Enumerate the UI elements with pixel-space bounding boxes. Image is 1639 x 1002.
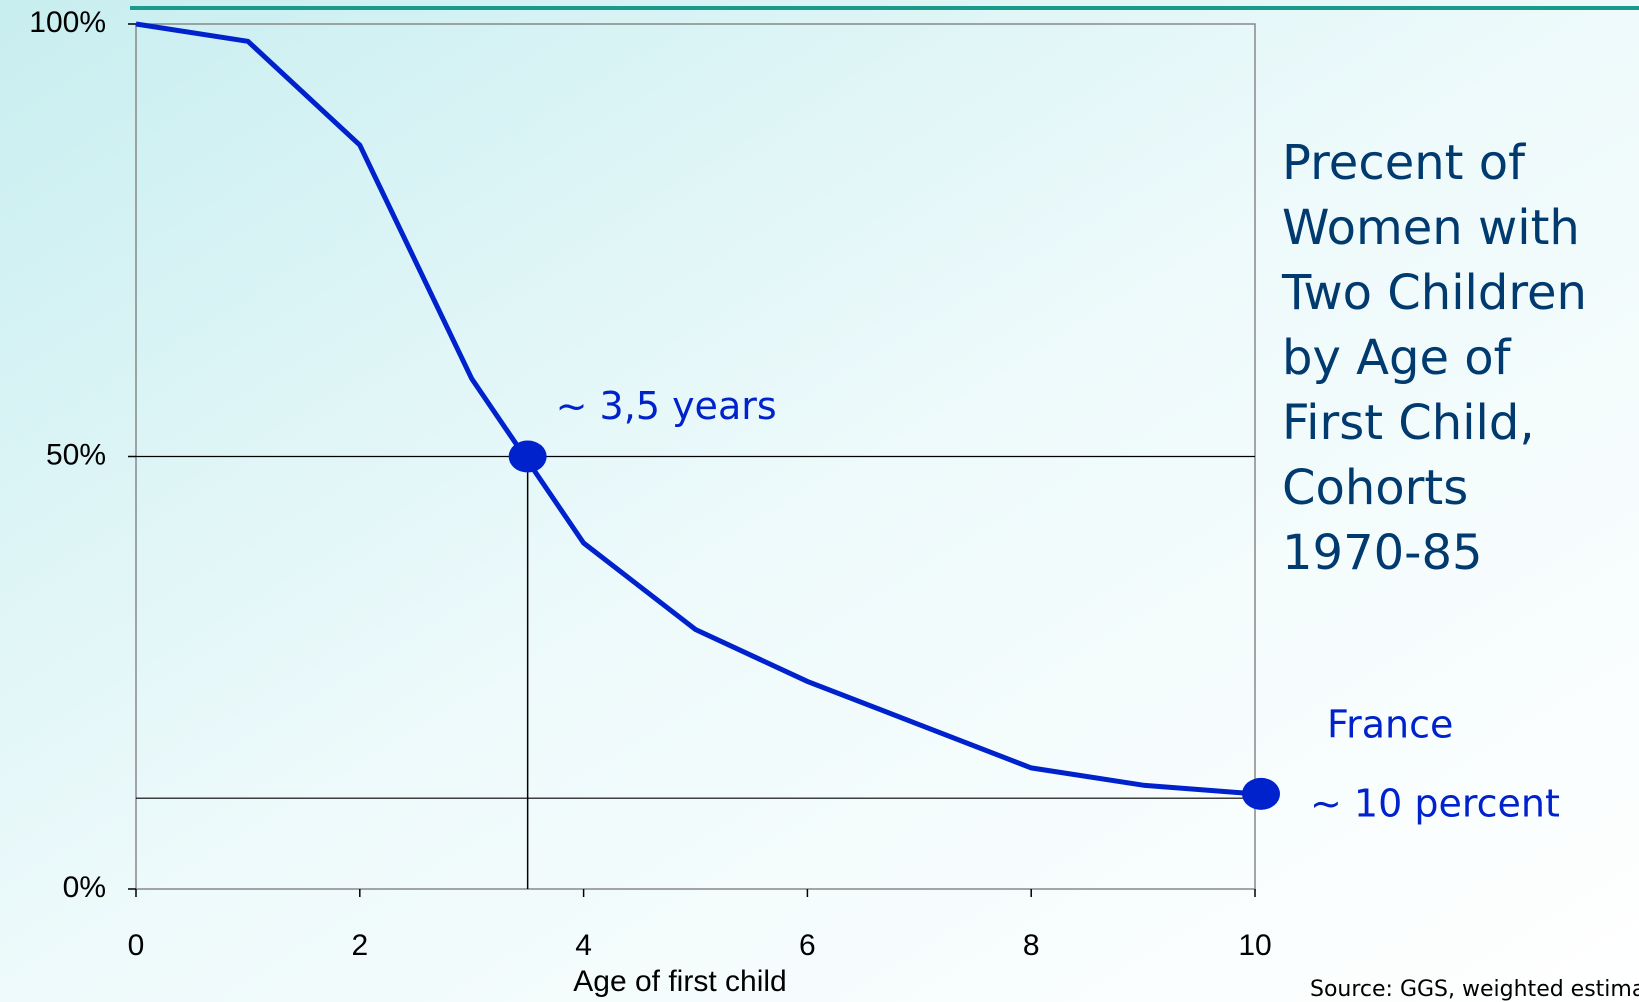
marker-label: ~ 3,5 years — [556, 384, 777, 428]
x-tick-label: 4 — [575, 929, 592, 962]
y-tick-label: 100% — [29, 6, 106, 39]
marker — [1242, 777, 1280, 810]
x-tick-label: 6 — [799, 929, 816, 962]
chart-title: First Child, — [1282, 395, 1535, 451]
x-axis-label: Age of first child — [573, 965, 786, 998]
marker — [508, 440, 547, 473]
series-label: France — [1327, 703, 1453, 747]
chart-title: Two Children — [1281, 265, 1587, 321]
chart-title: 1970-85 — [1282, 525, 1483, 581]
marker-label: ~ 10 percent — [1310, 781, 1560, 825]
chart-title: Precent of — [1282, 135, 1526, 191]
x-tick-label: 0 — [128, 929, 145, 962]
chart-title: by Age of — [1282, 330, 1512, 386]
chart-title: Cohorts — [1282, 460, 1468, 516]
y-tick-label: 0% — [63, 871, 106, 904]
series-line — [135, 21, 1256, 797]
x-tick-label: 2 — [351, 929, 368, 962]
x-tick-label: 8 — [1023, 929, 1040, 962]
source-note: Source: GGS, weighted estimates — [1310, 977, 1639, 1002]
y-tick-label: 50% — [46, 438, 106, 471]
x-tick-label: 10 — [1238, 929, 1271, 962]
chart-title: Women with — [1282, 200, 1580, 256]
